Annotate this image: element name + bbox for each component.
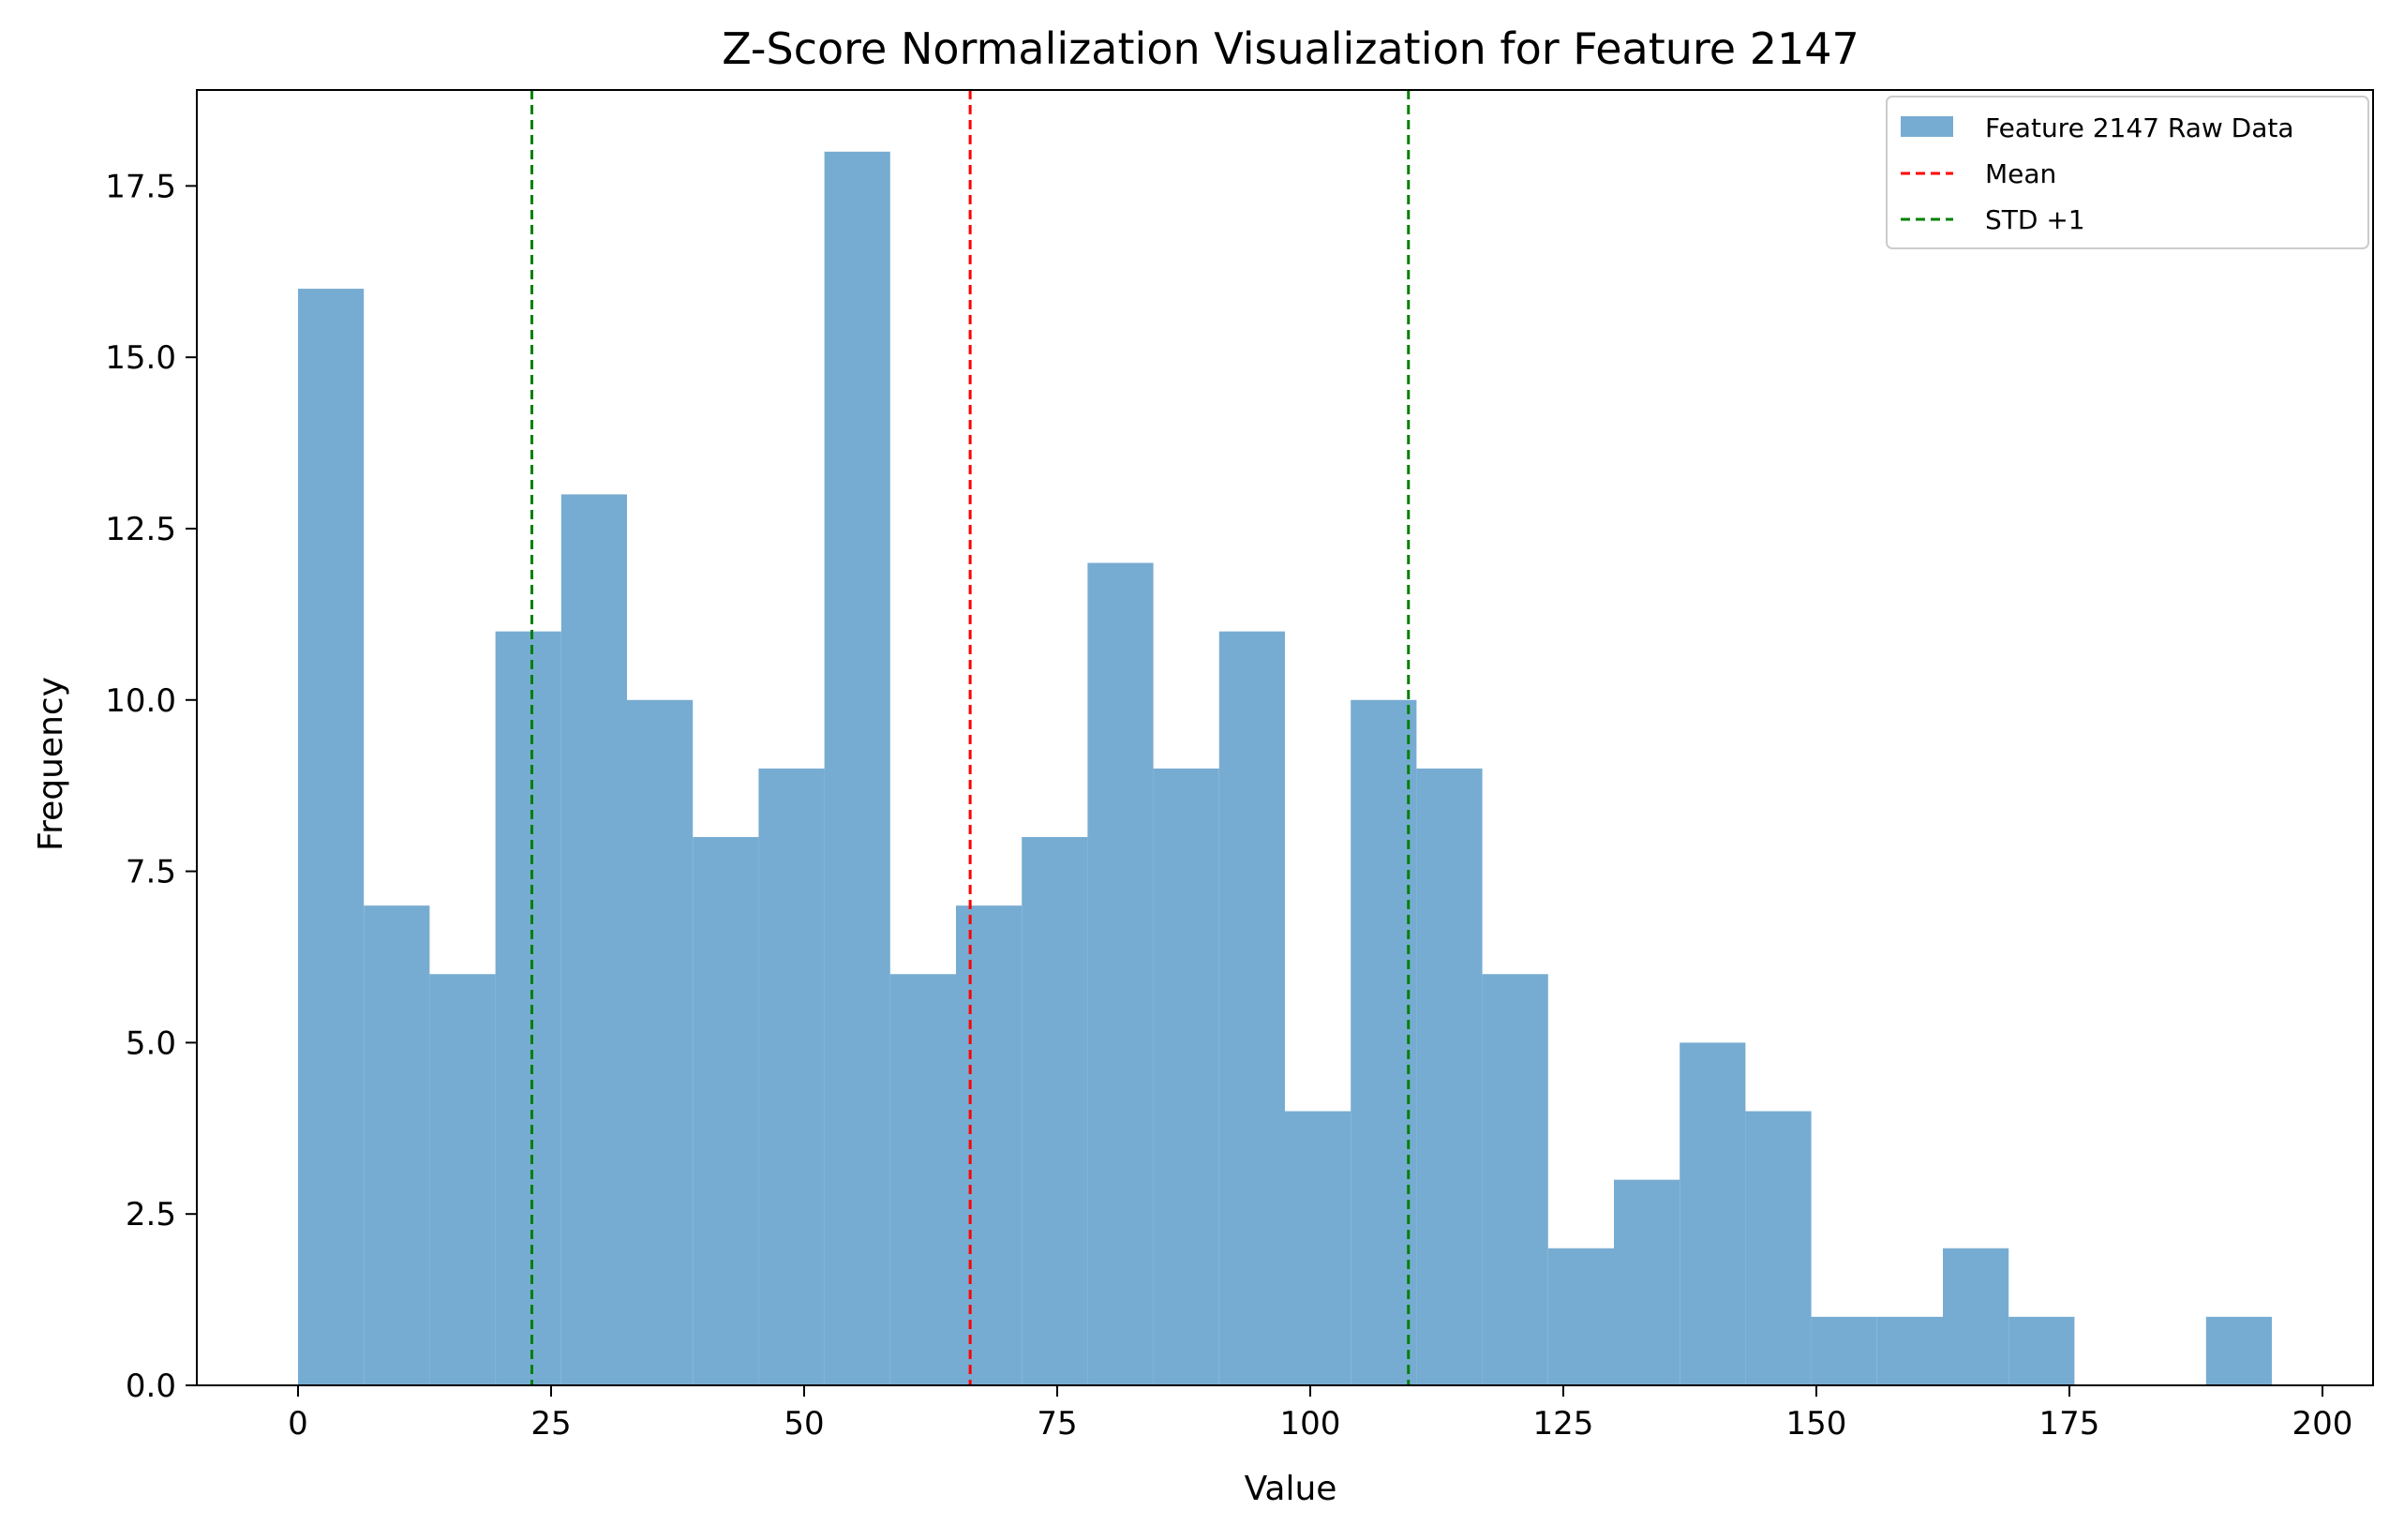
x-tick-label: 25 xyxy=(530,1405,571,1443)
legend-label-std: STD +1 xyxy=(1985,204,2085,235)
histogram-bar xyxy=(429,974,496,1385)
y-tick-label: 15.0 xyxy=(105,339,176,377)
histogram-bar xyxy=(1547,1248,1614,1385)
y-tick-label: 7.5 xyxy=(126,854,176,891)
x-tick-label: 175 xyxy=(2039,1405,2100,1443)
histogram-bar xyxy=(693,837,759,1385)
histogram-bar xyxy=(1416,768,1483,1385)
x-axis-ticks: 0 25 50 75 100 125 150 175 200 xyxy=(288,1385,2352,1443)
x-tick-label: 0 xyxy=(288,1405,308,1443)
y-tick-label: 12.5 xyxy=(105,511,176,548)
y-axis-label: Frequency xyxy=(32,677,70,851)
histogram-bar xyxy=(1614,1179,1680,1385)
x-tick-label: 200 xyxy=(2292,1405,2353,1443)
y-tick-label: 2.5 xyxy=(126,1196,176,1233)
x-tick-label: 150 xyxy=(1786,1405,1847,1443)
legend-label-mean: Mean xyxy=(1985,158,2056,189)
histogram-bar xyxy=(627,699,694,1385)
x-tick-label: 100 xyxy=(1280,1405,1341,1443)
histogram-bar xyxy=(889,974,956,1385)
histogram-bar xyxy=(758,768,825,1385)
histogram-bar xyxy=(1022,837,1088,1385)
histogram-bar xyxy=(1285,1111,1351,1385)
histogram-bar xyxy=(1745,1111,1812,1385)
histogram-bar xyxy=(1680,1042,1746,1385)
plot-area xyxy=(196,89,2374,1386)
histogram-bar xyxy=(495,631,561,1385)
x-tick-label: 50 xyxy=(784,1405,824,1443)
histogram-bars xyxy=(298,151,2272,1385)
histogram-bar xyxy=(560,494,627,1385)
legend-swatch-histogram xyxy=(1901,116,1953,137)
axes-frame xyxy=(196,89,2374,1386)
histogram-bar xyxy=(824,151,890,1385)
histogram-bar xyxy=(1153,768,1219,1385)
y-tick-label: 0.0 xyxy=(126,1368,176,1405)
histogram-bar xyxy=(1218,631,1285,1385)
histogram-bar xyxy=(2008,1316,2075,1385)
chart-title: Z-Score Normalization Visualization for … xyxy=(722,23,1859,74)
legend: Feature 2147 Raw Data Mean STD +1 xyxy=(1886,96,2369,249)
reference-lines xyxy=(530,90,1411,1385)
histogram-bar xyxy=(1087,562,1154,1385)
y-tick-label: 10.0 xyxy=(105,682,176,720)
y-tick-label: 5.0 xyxy=(126,1024,176,1062)
histogram-bar xyxy=(364,905,430,1385)
histogram-bar xyxy=(1811,1316,1877,1385)
legend-box xyxy=(1886,96,2369,249)
histogram-bar xyxy=(2205,1316,2272,1385)
histogram-bar xyxy=(1351,699,1417,1385)
histogram-bar xyxy=(1943,1248,2009,1385)
legend-label-raw-data: Feature 2147 Raw Data xyxy=(1985,112,2294,143)
y-axis-ticks: 0.0 2.5 5.0 7.5 10.0 12.5 15.0 17.5 xyxy=(105,168,197,1405)
x-tick-label: 125 xyxy=(1533,1405,1594,1443)
histogram-bar xyxy=(1876,1316,1943,1385)
x-tick-label: 75 xyxy=(1037,1405,1077,1443)
y-tick-label: 17.5 xyxy=(105,168,176,205)
histogram-bar xyxy=(1482,974,1548,1385)
histogram-bar xyxy=(956,905,1023,1385)
x-axis-label: Value xyxy=(1245,1470,1337,1508)
histogram-bar xyxy=(298,289,365,1385)
